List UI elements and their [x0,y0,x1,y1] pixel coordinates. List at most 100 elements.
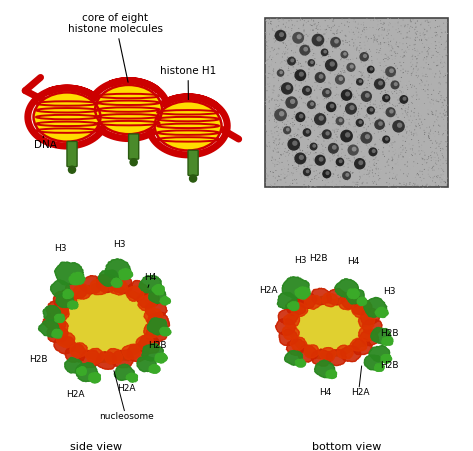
Point [340,164,348,171]
Point [351,54,359,61]
Point [404,22,412,29]
Circle shape [288,139,299,151]
Point [316,87,324,94]
Point [344,52,352,59]
Point [416,125,424,132]
Point [263,143,271,151]
Point [441,60,448,67]
Point [331,67,339,74]
Point [286,138,294,146]
Point [362,113,369,120]
Point [421,18,429,26]
Point [332,132,340,139]
Point [378,25,386,32]
Point [287,24,294,31]
Point [328,68,335,75]
Point [268,21,275,28]
Point [380,40,388,47]
Point [365,164,373,171]
Point [419,70,426,78]
Point [334,175,342,182]
Point [384,16,392,23]
Point [267,128,275,135]
Point [392,69,400,76]
Point [346,109,354,116]
Point [406,155,413,162]
Point [392,21,399,28]
Point [377,168,385,175]
Point [381,83,389,90]
Point [263,129,270,136]
Point [401,88,408,96]
Point [289,172,297,179]
Point [321,164,328,171]
Point [342,139,350,147]
Text: H2A: H2A [67,389,85,398]
Circle shape [299,156,303,160]
Point [264,44,272,51]
Circle shape [304,169,310,176]
Point [399,143,406,150]
Point [343,108,351,115]
Point [276,155,283,162]
Point [336,63,344,70]
Point [347,170,354,177]
Point [274,92,282,100]
Point [436,79,444,87]
Point [371,32,379,39]
Point [380,123,388,130]
Point [343,19,351,27]
Point [281,51,289,59]
Point [382,129,389,136]
Point [389,79,397,87]
Point [432,33,439,40]
Point [313,120,320,127]
Point [325,175,333,182]
Point [320,59,328,66]
Circle shape [346,93,350,97]
Point [435,158,442,165]
Point [333,92,341,99]
Point [297,64,305,71]
Point [285,136,292,143]
Point [281,171,289,179]
Circle shape [304,48,307,52]
Point [394,159,402,166]
Point [399,66,407,74]
Point [284,79,292,87]
Circle shape [391,82,399,90]
Point [366,129,373,136]
Point [368,58,376,65]
Point [324,133,332,140]
Circle shape [368,108,374,115]
Point [272,109,279,116]
Point [359,29,367,36]
Point [329,152,336,159]
Point [286,170,294,177]
Point [289,115,296,123]
Point [387,38,394,46]
Point [300,172,308,179]
Point [432,160,439,167]
Point [325,136,333,143]
Point [298,162,305,169]
Point [404,124,412,131]
Point [374,24,381,31]
Point [401,147,409,155]
Point [354,134,361,141]
Point [278,65,285,72]
Circle shape [335,41,338,44]
Point [265,71,273,78]
Point [337,71,345,78]
Point [405,78,413,86]
Point [437,110,444,118]
Point [359,96,367,103]
Point [278,130,285,137]
Point [379,78,387,85]
Point [301,122,308,129]
Point [329,37,336,44]
Point [279,54,286,61]
Point [399,143,407,150]
Point [398,25,406,32]
Point [289,152,297,160]
